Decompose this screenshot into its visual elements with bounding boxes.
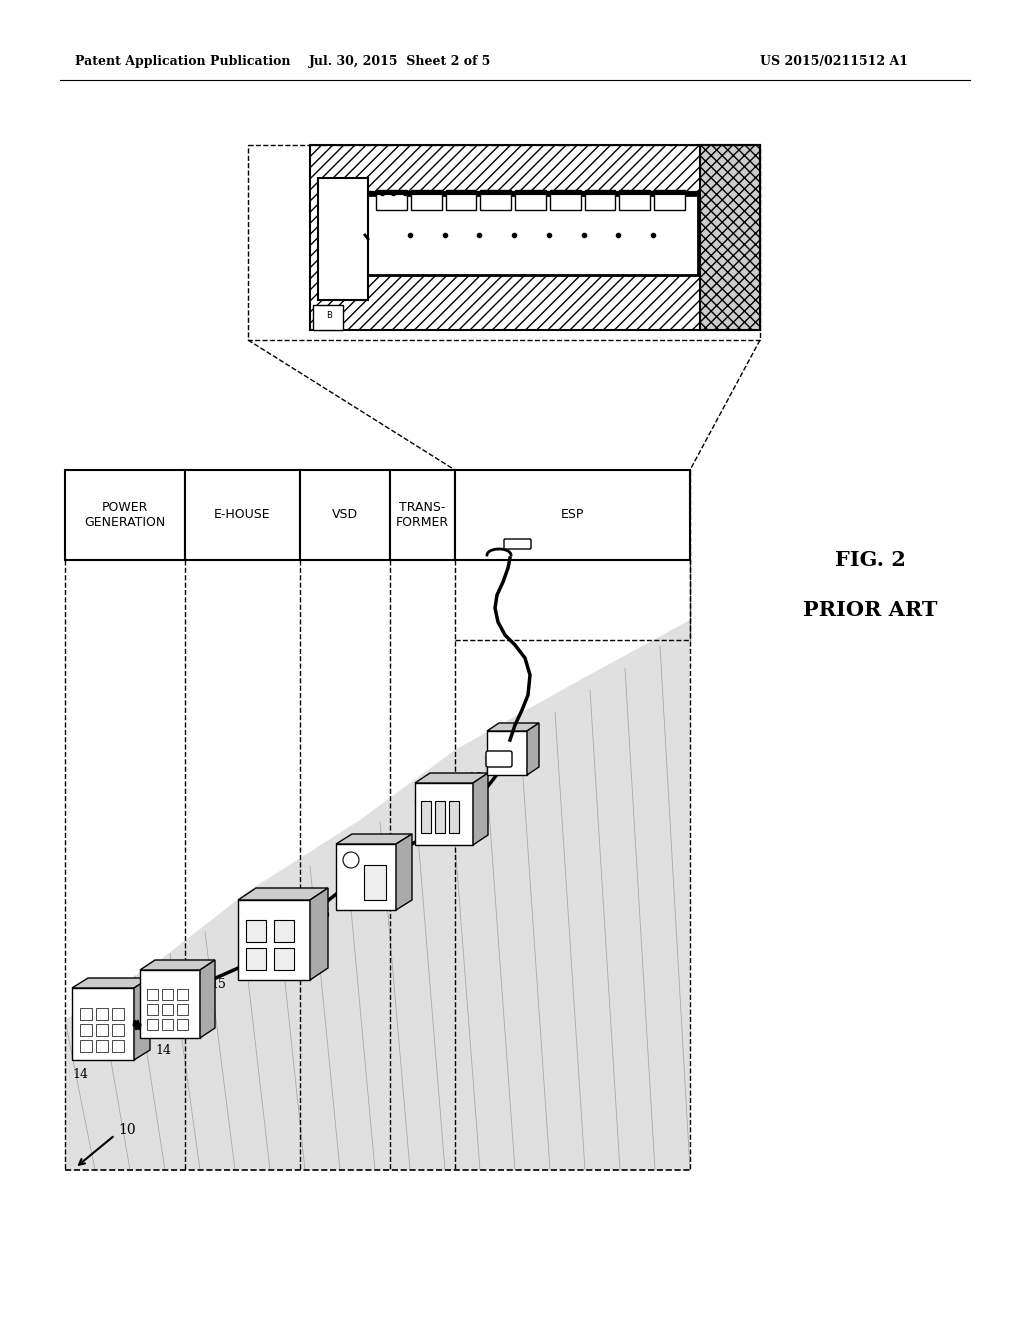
Bar — [140, 970, 200, 1038]
Polygon shape — [134, 978, 150, 1060]
Polygon shape — [238, 888, 328, 900]
Text: 14: 14 — [72, 1068, 88, 1081]
Bar — [365, 195, 698, 275]
Text: 10: 10 — [118, 1123, 135, 1137]
Bar — [585, 190, 615, 210]
Bar — [112, 1008, 124, 1020]
Circle shape — [343, 851, 359, 869]
Bar — [274, 920, 294, 942]
Bar — [364, 865, 386, 900]
Polygon shape — [65, 620, 690, 1170]
Text: B: B — [326, 312, 332, 319]
Text: TRANS-
FORMER: TRANS- FORMER — [396, 502, 450, 529]
Polygon shape — [415, 774, 488, 783]
Polygon shape — [487, 723, 539, 731]
Bar — [318, 178, 368, 300]
Polygon shape — [72, 978, 150, 987]
Bar — [449, 801, 459, 833]
Text: 15: 15 — [210, 978, 226, 991]
FancyBboxPatch shape — [504, 539, 531, 549]
Text: 18: 18 — [467, 771, 483, 784]
Bar — [112, 1024, 124, 1036]
Bar — [376, 190, 407, 210]
Polygon shape — [310, 888, 328, 979]
Text: FIG. 2: FIG. 2 — [835, 550, 905, 570]
Bar — [274, 948, 294, 970]
Bar — [654, 190, 685, 210]
Bar — [246, 920, 266, 942]
Bar — [390, 470, 455, 560]
Bar — [80, 1008, 92, 1020]
Text: PRIOR ART: PRIOR ART — [803, 601, 937, 620]
Polygon shape — [473, 774, 488, 845]
Bar — [313, 305, 343, 330]
Bar — [112, 1040, 124, 1052]
Bar — [421, 801, 431, 833]
Bar — [550, 190, 581, 210]
Text: E-HOUSE: E-HOUSE — [214, 508, 270, 521]
Bar — [515, 190, 546, 210]
Bar — [300, 470, 390, 560]
Bar — [455, 470, 690, 560]
Bar — [310, 145, 760, 330]
Bar — [177, 1005, 188, 1015]
Bar — [162, 1005, 173, 1015]
Polygon shape — [140, 960, 215, 970]
Bar — [435, 801, 445, 833]
Bar — [415, 783, 473, 845]
Text: 16: 16 — [314, 908, 330, 921]
Polygon shape — [527, 723, 539, 775]
Bar — [96, 1040, 108, 1052]
Bar — [147, 989, 158, 1001]
Bar — [185, 470, 300, 560]
Bar — [96, 1024, 108, 1036]
Bar — [246, 948, 266, 970]
Bar — [147, 1005, 158, 1015]
Text: 14: 14 — [155, 1044, 171, 1056]
Bar — [162, 989, 173, 1001]
Text: US 2015/0211512 A1: US 2015/0211512 A1 — [760, 55, 908, 69]
Bar — [336, 843, 396, 909]
Bar — [487, 731, 527, 775]
Bar — [411, 190, 441, 210]
Bar — [65, 470, 185, 560]
Bar — [177, 1019, 188, 1030]
Bar — [480, 190, 511, 210]
Bar — [177, 989, 188, 1001]
Bar — [147, 1019, 158, 1030]
Polygon shape — [336, 834, 412, 843]
Bar — [72, 987, 134, 1060]
Polygon shape — [200, 960, 215, 1038]
Bar — [80, 1024, 92, 1036]
Bar — [238, 900, 310, 979]
Bar — [700, 145, 760, 330]
Text: ESP: ESP — [561, 508, 584, 521]
Text: 12: 12 — [508, 483, 524, 496]
Text: Jul. 30, 2015  Sheet 2 of 5: Jul. 30, 2015 Sheet 2 of 5 — [309, 55, 492, 69]
Polygon shape — [396, 834, 412, 909]
Bar — [80, 1040, 92, 1052]
Text: 19: 19 — [394, 842, 410, 854]
FancyBboxPatch shape — [486, 751, 512, 767]
Text: POWER
GENERATION: POWER GENERATION — [84, 502, 166, 529]
Bar — [162, 1019, 173, 1030]
Bar — [620, 190, 650, 210]
Bar — [445, 190, 476, 210]
Text: VSD: VSD — [332, 508, 358, 521]
Text: Patent Application Publication: Patent Application Publication — [75, 55, 291, 69]
Bar — [96, 1008, 108, 1020]
